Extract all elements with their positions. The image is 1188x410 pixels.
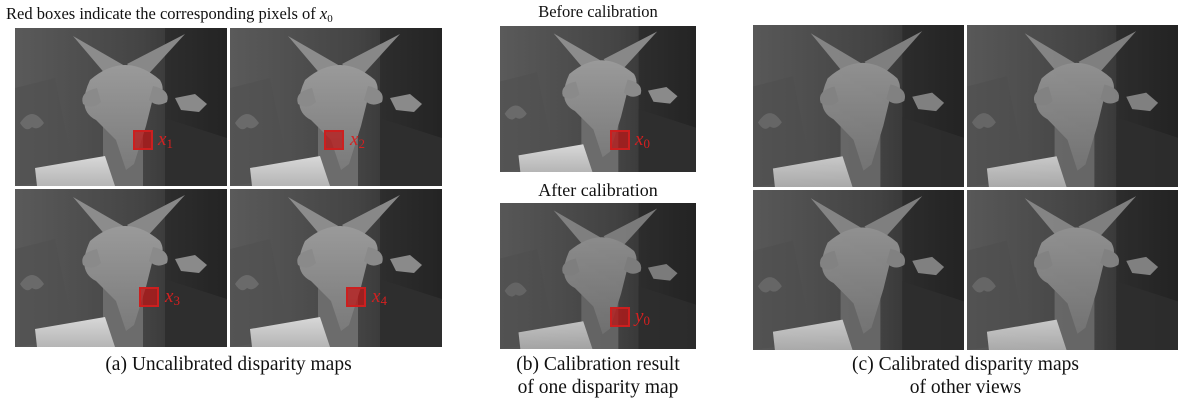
panel-b-caption: (b) Calibration result of one disparity … — [470, 353, 726, 399]
after-calibration-title: After calibration — [538, 180, 658, 200]
label-y0: y0 — [635, 306, 650, 329]
calibrated-map-4 — [967, 190, 1178, 350]
label-x3: x3 — [165, 286, 180, 309]
calibrated-map-3 — [753, 190, 964, 350]
label-x2: x2 — [350, 129, 365, 152]
red-box-y0 — [610, 307, 630, 327]
panel-a-title-math: x0 — [319, 4, 333, 25]
panel-a-title-text: Red boxes indicate the corresponding pix… — [6, 4, 316, 23]
after-calibration-map: y0 — [500, 203, 696, 349]
red-box-x0 — [610, 130, 630, 150]
red-box-x4 — [346, 287, 366, 307]
before-calibration-map: x0 — [500, 26, 696, 172]
panel-c-caption-line1: (c) Calibrated disparity maps — [852, 354, 1079, 375]
red-box-x3 — [139, 287, 159, 307]
uncalibrated-map-1: x1 — [15, 28, 227, 186]
panel-c-caption: (c) Calibrated disparity maps of other v… — [753, 353, 1178, 399]
red-box-x1 — [133, 130, 153, 150]
label-x0: x0 — [635, 129, 650, 152]
panel-b-caption-line2: of one disparity map — [517, 377, 679, 398]
red-box-x2 — [324, 130, 344, 150]
uncalibrated-map-4: x4 — [230, 189, 442, 347]
uncalibrated-map-2: x2 — [230, 28, 442, 186]
panel-a-title: Red boxes indicate the corresponding pix… — [6, 4, 333, 29]
label-x4: x4 — [372, 286, 387, 309]
panel-a-caption: (a) Uncalibrated disparity maps — [105, 354, 352, 375]
uncalibrated-map-3: x3 — [15, 189, 227, 347]
calibrated-map-2 — [967, 25, 1178, 187]
panel-b-caption-line1: (b) Calibration result — [516, 354, 680, 375]
label-x1: x1 — [158, 129, 173, 152]
calibrated-map-1 — [753, 25, 964, 187]
panel-c-caption-line2: of other views — [909, 377, 1022, 398]
before-calibration-title: Before calibration — [538, 2, 658, 21]
